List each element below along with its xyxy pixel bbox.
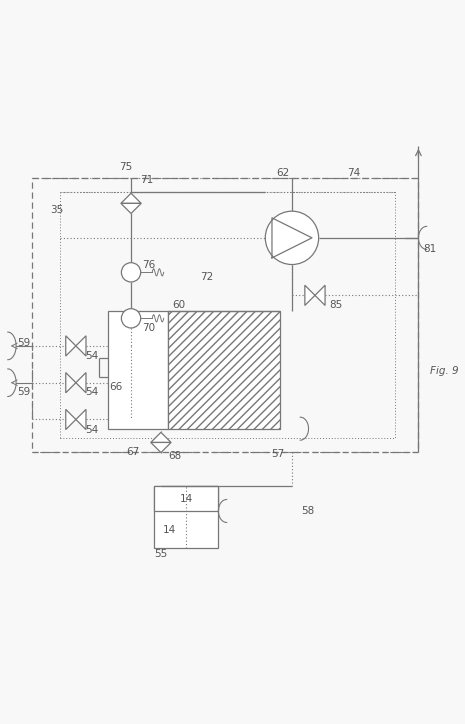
Text: 76: 76	[143, 261, 156, 271]
Polygon shape	[121, 203, 141, 214]
Circle shape	[121, 308, 141, 328]
Bar	[60, 192, 395, 438]
Text: 54: 54	[85, 425, 98, 435]
Text: 75: 75	[120, 161, 133, 172]
Bar	[154, 486, 219, 548]
Text: 54: 54	[85, 351, 98, 361]
Text: 68: 68	[168, 451, 181, 461]
Bar	[32, 178, 418, 452]
Text: 35: 35	[51, 206, 64, 215]
Polygon shape	[76, 373, 86, 393]
Text: 74: 74	[347, 169, 360, 179]
Text: 54: 54	[85, 387, 98, 397]
Polygon shape	[76, 409, 86, 429]
Text: 70: 70	[143, 322, 156, 332]
Bar	[168, 311, 280, 429]
Text: 14: 14	[179, 494, 193, 504]
Polygon shape	[315, 285, 325, 306]
Text: 66: 66	[109, 382, 123, 392]
Polygon shape	[151, 432, 171, 442]
Text: 55: 55	[154, 549, 167, 559]
Text: 72: 72	[200, 272, 213, 282]
Polygon shape	[305, 285, 315, 306]
Text: 14: 14	[163, 525, 177, 535]
Polygon shape	[76, 336, 86, 356]
Text: 59: 59	[18, 337, 31, 348]
Text: 60: 60	[173, 300, 186, 310]
Polygon shape	[66, 336, 76, 356]
Text: 85: 85	[329, 300, 342, 310]
Text: 71: 71	[140, 175, 153, 185]
Text: 57: 57	[271, 449, 285, 459]
Text: 58: 58	[301, 506, 314, 516]
Text: 59: 59	[18, 387, 31, 397]
Polygon shape	[66, 373, 76, 393]
Polygon shape	[151, 442, 171, 452]
Text: 62: 62	[276, 169, 289, 179]
Text: 81: 81	[423, 244, 436, 254]
Text: 67: 67	[126, 447, 140, 457]
Polygon shape	[121, 193, 141, 203]
Bar	[154, 486, 219, 511]
Bar	[108, 311, 168, 429]
Circle shape	[266, 211, 319, 264]
Circle shape	[121, 263, 141, 282]
Text: Fig. 9: Fig. 9	[430, 366, 458, 376]
Polygon shape	[66, 409, 76, 429]
